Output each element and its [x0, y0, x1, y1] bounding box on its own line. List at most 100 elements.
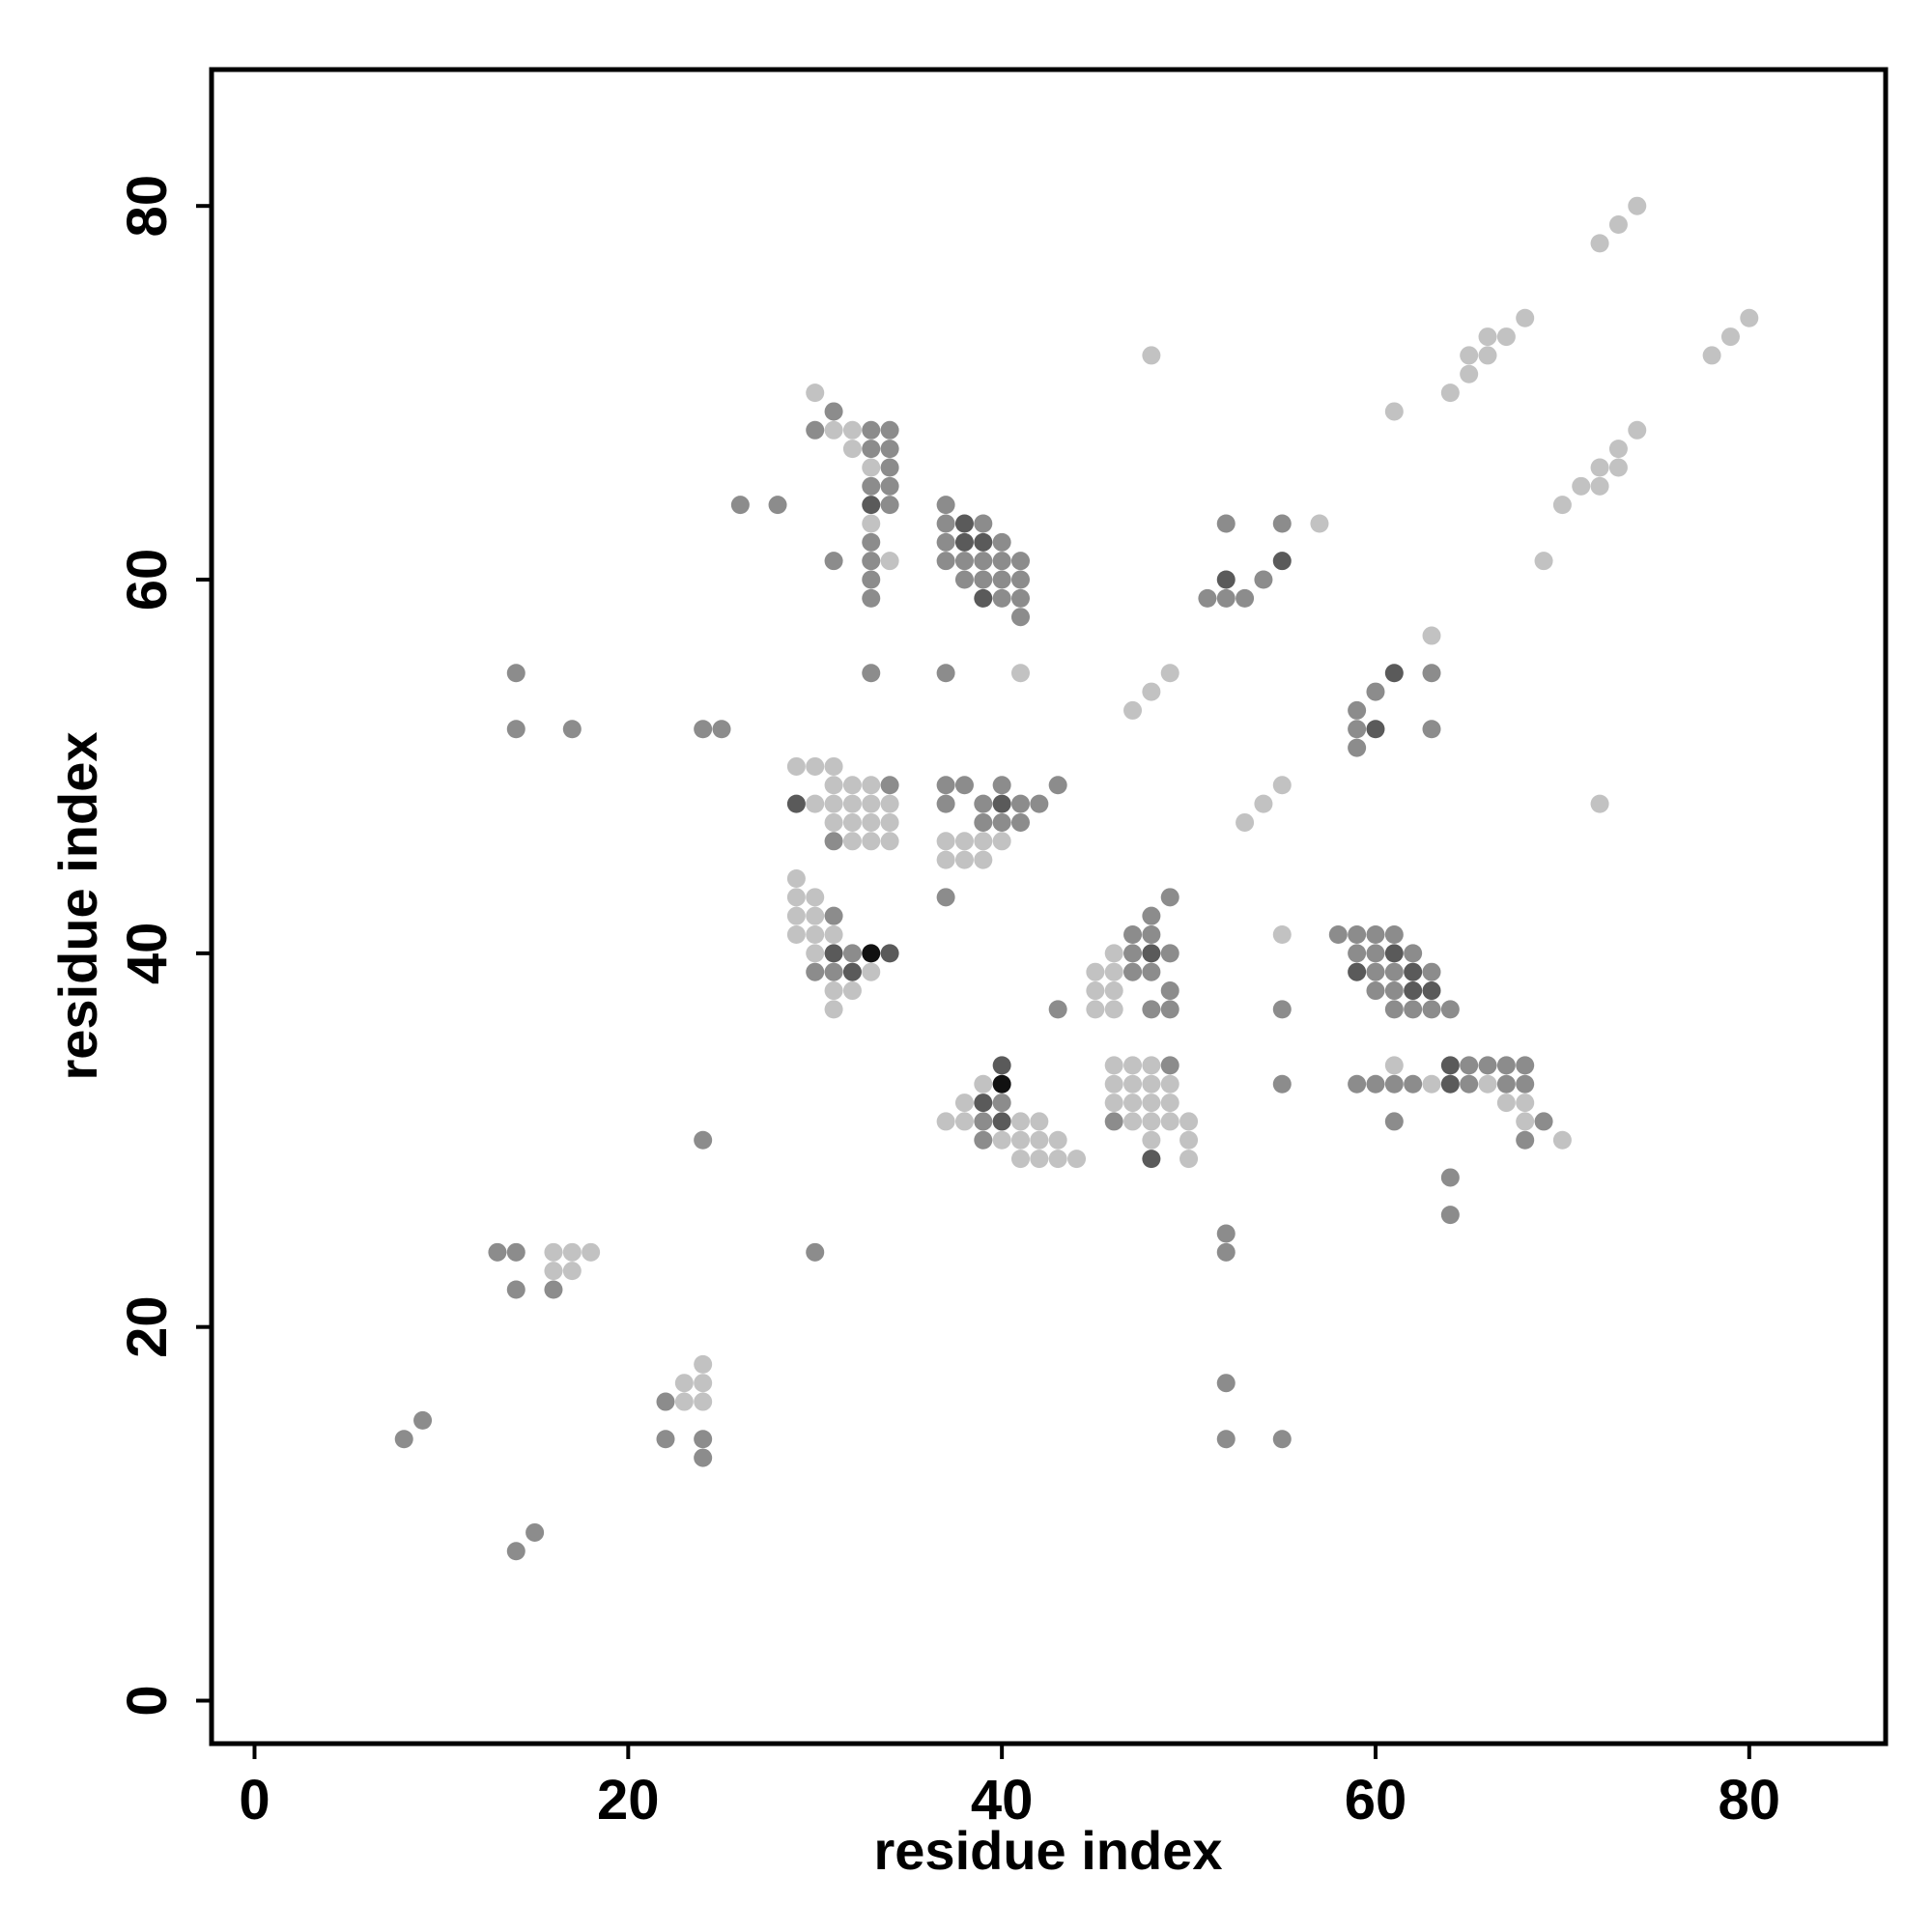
data-point — [1216, 1242, 1236, 1262]
data-point — [824, 832, 843, 851]
data-point — [862, 664, 881, 683]
data-point — [786, 868, 806, 888]
data-point — [1384, 1056, 1404, 1075]
data-point — [824, 812, 843, 832]
data-point — [1348, 944, 1367, 963]
data-point — [1552, 496, 1572, 515]
data-point — [1440, 1168, 1460, 1187]
data-point — [1422, 981, 1441, 1001]
data-point — [1516, 1056, 1535, 1075]
data-point — [544, 1280, 563, 1299]
data-point — [1160, 981, 1179, 1001]
data-point — [1348, 925, 1367, 945]
data-point — [824, 402, 843, 421]
data-point — [974, 532, 993, 552]
data-point — [974, 570, 993, 589]
data-point — [992, 812, 1011, 832]
data-point — [1328, 925, 1348, 945]
data-point — [824, 552, 843, 571]
x-tick-label: 60 — [1345, 1769, 1407, 1832]
data-point — [974, 1112, 993, 1131]
data-point — [1142, 962, 1161, 981]
data-point — [1384, 962, 1404, 981]
data-point — [862, 776, 881, 795]
data-point — [806, 794, 825, 813]
data-point — [1142, 1056, 1161, 1075]
data-point — [1067, 1150, 1087, 1169]
data-point — [974, 1130, 993, 1150]
data-point — [1010, 1130, 1030, 1150]
data-point — [974, 1094, 993, 1113]
data-point — [1516, 308, 1535, 327]
data-point — [544, 1242, 563, 1262]
data-point — [1142, 1112, 1161, 1131]
data-point — [1384, 402, 1404, 421]
data-point — [1404, 1074, 1423, 1094]
data-point — [1142, 925, 1161, 945]
data-point — [880, 496, 899, 515]
data-point — [824, 906, 843, 925]
data-point — [1086, 1000, 1105, 1019]
data-point — [1048, 776, 1067, 795]
data-point — [880, 552, 899, 571]
data-point — [1272, 1074, 1292, 1094]
data-point — [880, 440, 899, 459]
data-point — [806, 1242, 825, 1262]
data-point — [1440, 1056, 1460, 1075]
data-point — [974, 794, 993, 813]
points-layer — [394, 196, 1759, 1561]
data-point — [1010, 608, 1030, 627]
data-point — [1123, 700, 1143, 720]
data-point — [954, 514, 974, 533]
data-point — [1608, 215, 1628, 235]
data-point — [1254, 570, 1273, 589]
data-point — [674, 1392, 694, 1411]
data-point — [842, 962, 862, 981]
data-point — [842, 832, 862, 851]
data-point — [1272, 1430, 1292, 1449]
data-point — [1030, 1150, 1049, 1169]
data-point — [1366, 682, 1385, 701]
data-point — [1384, 1000, 1404, 1019]
data-point — [992, 588, 1011, 608]
data-point — [1104, 944, 1123, 963]
data-point — [992, 570, 1011, 589]
data-point — [694, 1354, 713, 1374]
data-point — [1404, 981, 1423, 1001]
data-point — [562, 1262, 582, 1281]
data-point — [1104, 1074, 1123, 1094]
data-point — [974, 832, 993, 851]
data-point — [862, 552, 881, 571]
data-point — [862, 440, 881, 459]
data-point — [1384, 664, 1404, 683]
data-point — [1236, 588, 1255, 608]
data-point — [394, 1430, 413, 1449]
data-point — [1160, 1000, 1179, 1019]
data-point — [862, 458, 881, 477]
data-point — [880, 458, 899, 477]
data-point — [824, 1000, 843, 1019]
data-point — [880, 832, 899, 851]
data-point — [786, 925, 806, 945]
data-point — [1048, 1000, 1067, 1019]
data-point — [1460, 1074, 1479, 1094]
x-axis: 0 20 40 60 80 — [239, 1744, 1780, 1832]
data-point — [862, 588, 881, 608]
data-point — [936, 514, 955, 533]
data-point — [954, 532, 974, 552]
x-tick-label: 0 — [239, 1769, 270, 1832]
data-point — [506, 1542, 526, 1561]
data-point — [1142, 1094, 1161, 1113]
data-point — [1552, 1130, 1572, 1150]
data-point — [786, 888, 806, 907]
data-point — [656, 1430, 675, 1449]
data-point — [974, 850, 993, 869]
data-point — [954, 832, 974, 851]
data-point — [1478, 1056, 1497, 1075]
y-axis: 0 20 40 60 80 — [116, 175, 212, 1717]
data-point — [992, 776, 1011, 795]
data-point — [842, 944, 862, 963]
data-point — [1516, 1112, 1535, 1131]
data-point — [1440, 1000, 1460, 1019]
data-point — [1384, 925, 1404, 945]
